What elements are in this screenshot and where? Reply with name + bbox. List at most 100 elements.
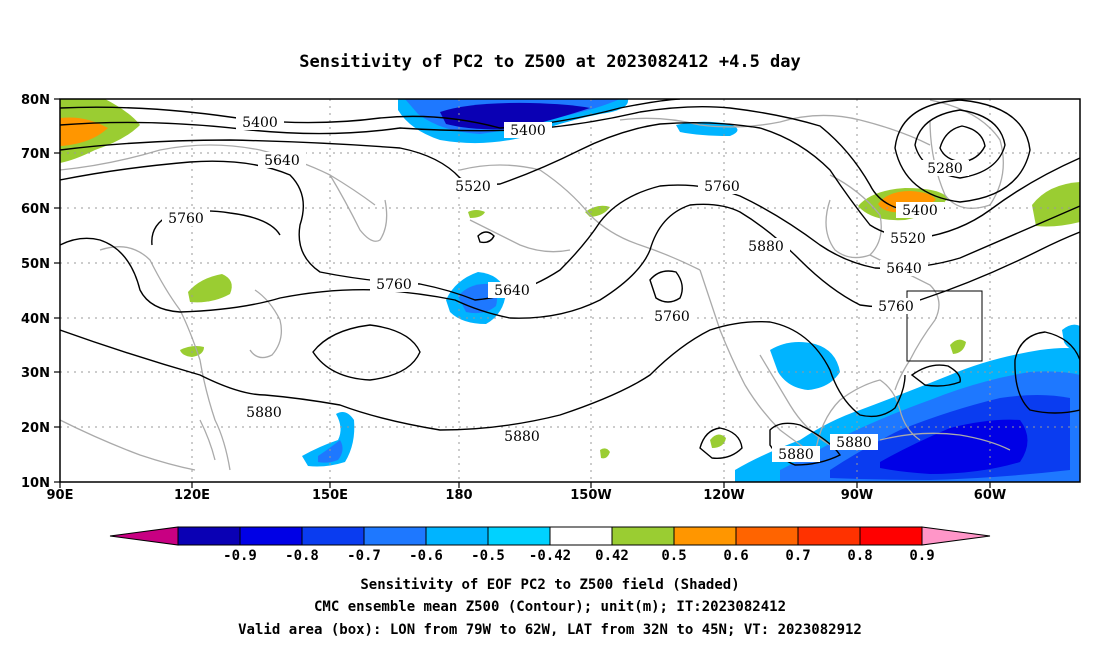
tick-marks	[54, 98, 991, 488]
coastline-layer	[60, 99, 1011, 471]
contour-5400-north-a	[60, 99, 681, 129]
lon-tick-label: 120W	[703, 488, 744, 503]
figure-title: Sensitivity of PC2 to Z500 at 2023082412…	[299, 52, 801, 72]
colorbar-segment	[611, 526, 675, 546]
contour-5400-north-b	[60, 105, 946, 213]
contour-low-aleutian	[477, 231, 495, 244]
colorbar-tick-label: -0.9	[223, 548, 257, 564]
lon-tick-labels: 90E 120E 150E 180 150W 120W 90W 60W	[47, 488, 1007, 503]
colorbar-tick-label: -0.42	[529, 548, 571, 564]
contour-5880-f	[312, 324, 421, 381]
contour-5880-c	[699, 427, 743, 459]
contour-5880-a	[60, 320, 906, 431]
colorbar-segment	[239, 526, 303, 546]
colorbar-tick-label: -0.6	[409, 548, 443, 564]
contour-label: 5880	[246, 405, 282, 421]
colorbar-segment	[363, 526, 427, 546]
contour-label-5760-gulf-alaska: 5760	[654, 309, 690, 325]
contour-label-layer: 5400 5400 5640 5520 5760 5280 5400 5520 …	[162, 114, 969, 463]
contour-label: 5280	[927, 161, 963, 177]
contour-label: 5760	[376, 277, 412, 293]
contour-label: 5400	[902, 203, 938, 219]
lat-tick-label: 10N	[21, 476, 50, 491]
positive-region-mexico	[710, 434, 726, 448]
contour-label: 5760	[878, 299, 914, 315]
lon-tick-label: 150W	[570, 488, 611, 503]
lat-tick-label: 30N	[21, 366, 50, 381]
colorbar-segment	[859, 526, 923, 546]
coast-philippines	[199, 419, 216, 461]
contour-label: 5760	[704, 179, 740, 195]
contour-5880-e	[1014, 331, 1080, 414]
lon-tick-label: 90W	[841, 488, 873, 503]
coast-asia-east	[99, 246, 231, 471]
colorbar-segment	[177, 526, 241, 546]
colorbar-tick-label: 0.5	[661, 548, 686, 564]
positive-region-valid-box	[950, 339, 966, 354]
colorbar-segment	[425, 526, 489, 546]
lat-tick-label: 50N	[21, 257, 50, 272]
contour-label: 5400	[510, 123, 546, 139]
caption-block: Sensitivity of EOF PC2 to Z500 field (Sh…	[238, 577, 862, 638]
lon-tick-label: 180	[445, 488, 472, 503]
positive-region-bering	[468, 210, 485, 218]
coast-japan	[249, 289, 283, 359]
contour-5280-greenland	[939, 125, 986, 163]
caption-line-valid-area: Valid area (box): LON from 79W to 62W, L…	[238, 622, 862, 638]
lat-tick-labels: 80N 70N 60N 50N 40N 30N 20N 10N	[21, 93, 50, 491]
lon-tick-label: 150E	[312, 488, 348, 503]
colorbar-tick-label: -0.5	[471, 548, 505, 564]
lat-tick-label: 60N	[21, 202, 50, 217]
lat-tick-label: 80N	[21, 93, 50, 108]
coast-caribbean	[879, 432, 1011, 451]
lon-tick-label: 90E	[47, 488, 74, 503]
colorbar: -0.9 -0.8 -0.7 -0.6 -0.5 -0.42 0.42 0.5 0.6 0.7 0.…	[109, 526, 991, 564]
negative-region-east-pacific	[770, 342, 840, 390]
map-frame	[59, 98, 1081, 483]
contour-label: 5520	[890, 231, 926, 247]
coast-mexico	[759, 354, 831, 446]
contour-label: 5880	[504, 429, 540, 445]
contour-label: 5640	[494, 283, 530, 299]
coast-na-west	[699, 269, 816, 456]
negative-mid-hawaii-west	[318, 440, 343, 463]
valid-area-box	[906, 290, 983, 362]
colorbar-arrow-low	[109, 526, 179, 546]
contour-label: 5880	[836, 435, 872, 451]
caption-line-contour: CMC ensemble mean Z500 (Contour); unit(m…	[314, 599, 786, 615]
coast-bering	[469, 219, 571, 253]
caption-line-shaded: Sensitivity of EOF PC2 to Z500 field (Sh…	[360, 577, 739, 593]
colorbar-tick-label: 0.6	[723, 548, 748, 564]
lon-tick-label: 120E	[174, 488, 210, 503]
colorbar-segment	[797, 526, 861, 546]
colorbar-tick-label: 0.8	[847, 548, 872, 564]
lat-tick-label: 70N	[21, 147, 50, 162]
positive-region-japan	[188, 274, 232, 303]
contour-5400-greenland	[894, 99, 1031, 203]
positive-region-atlantic	[1032, 182, 1080, 227]
colorbar-tick-label: 0.42	[595, 548, 629, 564]
coast-alaska	[459, 164, 701, 271]
colorbar-segment	[735, 526, 799, 546]
lat-tick-label: 20N	[21, 421, 50, 436]
contour-label: 5880	[748, 239, 784, 255]
colorbar-segment	[487, 526, 551, 546]
colorbar-segment	[549, 526, 613, 546]
contour-5640-a	[60, 160, 1080, 301]
lat-tick-label: 40N	[21, 312, 50, 327]
contour-label: 5400	[242, 115, 278, 131]
contour-5880-d	[910, 364, 961, 387]
contour-low-gulf-alaska	[649, 270, 683, 303]
colorbar-tick-label: 0.9	[909, 548, 934, 564]
colorbar-tick-label: -0.7	[347, 548, 381, 564]
colorbar-arrow-high	[921, 526, 991, 546]
contour-label: 5520	[455, 179, 491, 195]
negative-strongest-gulf	[880, 419, 1028, 474]
coast-asia-kamchatka	[329, 174, 388, 242]
contour-label: 5880	[778, 447, 814, 463]
coast-gulf	[814, 379, 921, 456]
negative-region-atlantic-east	[1062, 324, 1080, 352]
lon-tick-label: 60W	[974, 488, 1006, 503]
colorbar-tick-label: 0.7	[785, 548, 810, 564]
colorbar-segment	[673, 526, 737, 546]
